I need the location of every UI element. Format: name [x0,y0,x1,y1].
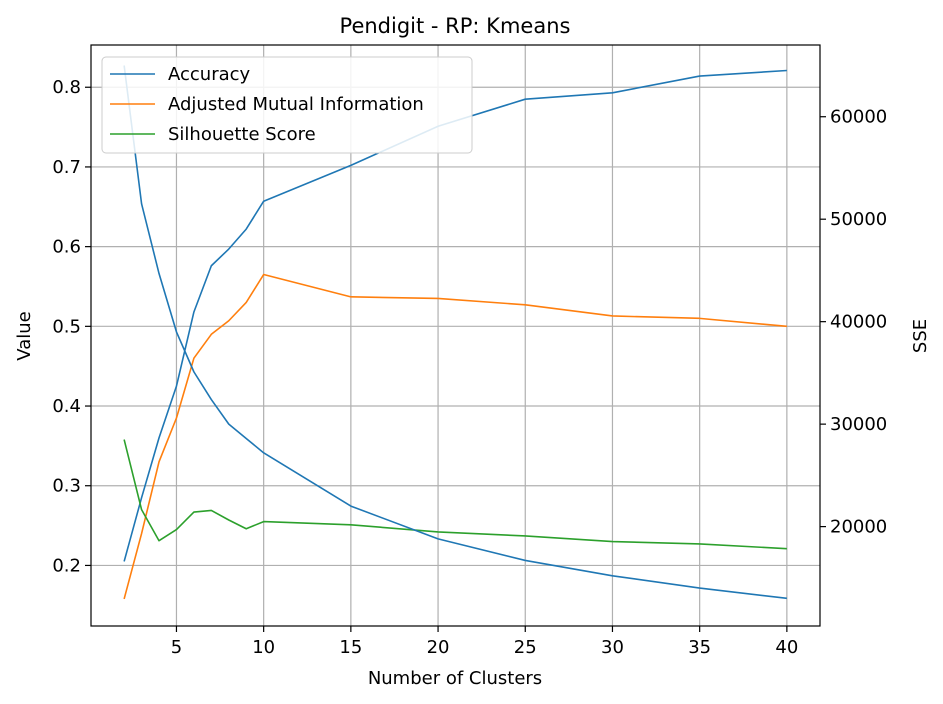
legend-label-ami: Adjusted Mutual Information [168,94,424,115]
y-axis-ticks: 0.2 0.3 0.4 0.5 0.6 0.7 0.8 [52,77,91,576]
x-tick-label: 25 [514,637,537,658]
y2-tick-label: 60000 [830,107,887,128]
series-line-silhouette-score [123,439,787,550]
y2-tick-label: 50000 [830,209,887,230]
legend-label-accuracy: Accuracy [168,64,251,85]
y-tick-label: 0.3 [52,476,81,497]
y-tick-label: 0.8 [52,77,81,98]
y-tick-label: 0.4 [52,396,81,417]
y-tick-label: 0.7 [52,157,81,178]
y2-tick-label: 30000 [830,414,887,435]
y2-tick-label: 40000 [830,312,887,333]
x-tick-label: 5 [171,637,182,658]
series-line-accuracy [123,69,787,562]
legend-box [101,56,473,154]
y-tick-label: 0.6 [52,237,81,258]
x-tick-label: 20 [427,637,450,658]
chart-title: Pendigit - RP: Kmeans [340,14,571,38]
x-tick-label: 40 [775,637,798,658]
series-lines [123,65,787,600]
series-line-sse [123,65,787,600]
x-tick-label: 15 [339,637,362,658]
y2-tick-label: 20000 [830,517,887,538]
y2-axis-label: SSE [910,319,931,353]
x-axis-ticks: 5 10 15 20 25 30 35 40 [171,626,798,658]
x-tick-label: 35 [688,637,711,658]
x-tick-label: 10 [252,637,275,658]
y-axis-label: Value [14,311,35,360]
x-tick-label: 30 [601,637,624,658]
y-tick-label: 0.5 [52,316,81,337]
legend-label-silhouette: Silhouette Score [168,124,316,145]
series-line-adjusted-mutual-information [123,273,787,600]
legend: Accuracy Adjusted Mutual Information Sil… [101,56,473,154]
y2-axis-ticks: 20000 30000 40000 50000 60000 [820,107,887,538]
plot-frame [90,44,821,627]
y-tick-label: 0.2 [52,555,81,576]
x-axis-label: Number of Clusters [368,668,542,689]
